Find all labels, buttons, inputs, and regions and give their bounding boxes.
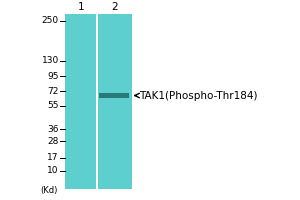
- Bar: [99, 93, 129, 98]
- Text: 28: 28: [47, 137, 59, 146]
- Text: TAK1(Phospho-Thr184): TAK1(Phospho-Thr184): [140, 91, 258, 101]
- Text: 2: 2: [112, 2, 118, 12]
- Text: 17: 17: [47, 153, 59, 162]
- Text: 72: 72: [47, 87, 59, 96]
- Text: 36: 36: [47, 125, 59, 134]
- Text: 250: 250: [42, 16, 59, 25]
- Text: 10: 10: [47, 166, 59, 175]
- Text: (Kd): (Kd): [40, 186, 57, 195]
- Text: 55: 55: [47, 101, 59, 110]
- Text: 1: 1: [77, 2, 84, 12]
- Text: 130: 130: [42, 56, 59, 65]
- Bar: [65, 14, 96, 189]
- Bar: [98, 14, 132, 189]
- Text: 95: 95: [47, 72, 59, 81]
